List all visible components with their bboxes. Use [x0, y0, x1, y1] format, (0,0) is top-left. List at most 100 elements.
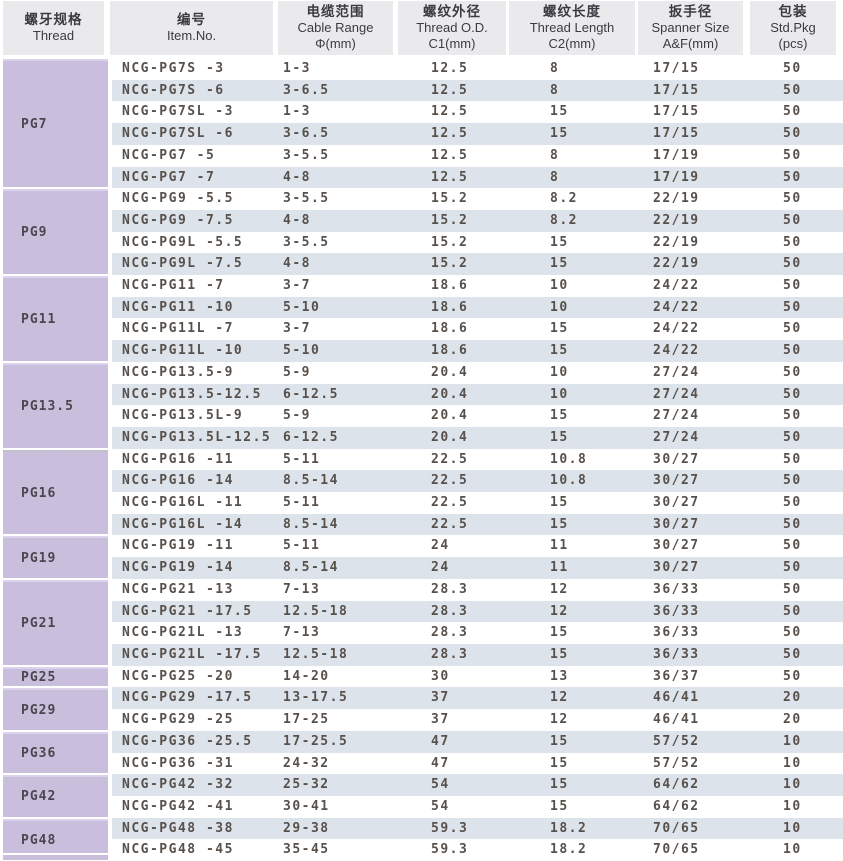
- thread-od-cell: 28.3: [431, 581, 469, 597]
- thread-length-cell: 11: [550, 538, 569, 554]
- thread-group: PG29 NCG-PG29 -17.5 13-17.5 37 12 46/41 20 NCG-…: [0, 687, 843, 731]
- thread-od-cell: 22.5: [431, 516, 469, 532]
- std-pkg-cell: 50: [783, 321, 802, 337]
- cable-range-cell: 13-17.5: [283, 690, 349, 706]
- table-row: NCG-PG11L -7 3-7 18.6 15 24/22 50: [112, 318, 843, 341]
- spanner-size-cell: 30/27: [653, 451, 700, 467]
- thread-label: PG29: [21, 702, 57, 718]
- table-row: NCG-PG29 -17.5 13-17.5 37 12 46/41 20: [112, 687, 843, 710]
- std-pkg-cell: 50: [783, 212, 802, 228]
- thread-group: PG7 NCG-PG7S -3 1-3 12.5 8 17/15 50 NCG-PG7S -6…: [0, 58, 843, 189]
- thread-length-cell: 8: [550, 169, 560, 185]
- item-no-cell: NCG-PG36 -25.5: [122, 733, 253, 749]
- thread-od-cell: 54: [431, 798, 450, 814]
- std-pkg-cell: 50: [783, 126, 802, 142]
- spanner-size-cell: 22/19: [653, 234, 700, 250]
- cable-range-cell: 5-11: [283, 451, 321, 467]
- thread-od-cell: 22.5: [431, 473, 469, 489]
- thread-od-cell: 18.6: [431, 343, 469, 359]
- item-no-cell: NCG-PG11 -7: [122, 278, 225, 294]
- item-no-cell: NCG-PG16L -14: [122, 516, 244, 532]
- cable-range-cell: 24-32: [283, 755, 330, 771]
- std-pkg-cell: 50: [783, 147, 802, 163]
- thread-length-cell: 10: [550, 278, 569, 294]
- cable-range-cell: 3-6.5: [283, 82, 330, 98]
- spanner-size-cell: 27/24: [653, 408, 700, 424]
- thread-od-cell: 22.5: [431, 495, 469, 511]
- std-pkg-cell: 50: [783, 408, 802, 424]
- thread-od-cell: 28.3: [431, 646, 469, 662]
- table-row: NCG-PG36 -31 24-32 47 15 57/52 10: [112, 752, 843, 775]
- spanner-size-cell: 22/19: [653, 256, 700, 272]
- item-no-cell: NCG-PG19 -11: [122, 538, 234, 554]
- spanner-size-cell: 27/24: [653, 386, 700, 402]
- item-no-cell: NCG-PG21 -17.5: [122, 603, 253, 619]
- cable-range-cell: 8.5-14: [283, 560, 339, 576]
- std-pkg-cell: 50: [783, 104, 802, 120]
- thread-od-cell: 15.2: [431, 256, 469, 272]
- std-pkg-cell: 50: [783, 256, 802, 272]
- std-pkg-cell: 10: [783, 842, 802, 858]
- std-pkg-cell: 50: [783, 169, 802, 185]
- table-row: NCG-PG7 -5 3-5.5 12.5 8 17/19 50: [112, 144, 843, 167]
- thread-length-cell: 13: [550, 668, 569, 684]
- thread-od-cell: 12.5: [431, 104, 469, 120]
- table-row: NCG-PG48 -38 29-38 59.3 18.2 70/65 10: [112, 817, 843, 840]
- table-row: NCG-PG42 -41 30-41 54 15 64/62 10: [112, 795, 843, 818]
- cable-range-cell: 12.5-18: [283, 603, 349, 619]
- spanner-size-cell: 30/27: [653, 516, 700, 532]
- thread-od-cell: 12.5: [431, 169, 469, 185]
- thread-length-cell: 8.2: [550, 191, 578, 207]
- thread-label: PG7: [21, 116, 48, 132]
- column-header-en: Item.No.: [166, 28, 217, 43]
- item-no-cell: NCG-PG48 -38: [122, 820, 234, 836]
- column-header-en: Std.Pkg: [770, 20, 816, 35]
- cable-range-cell: 3-5.5: [283, 147, 330, 163]
- thread-label: PG11: [21, 311, 57, 327]
- item-no-cell: NCG-PG7 -5: [122, 147, 216, 163]
- thread-od-cell: 15.2: [431, 191, 469, 207]
- item-no-cell: NCG-PG9L -5.5: [122, 234, 244, 250]
- thread-length-cell: 18.2: [550, 820, 588, 836]
- thread-group: PG13.5 NCG-PG13.5-9 5-9 20.4 10 27/24 50 NCG-PG…: [0, 361, 843, 449]
- spanner-size-cell: 17/15: [653, 61, 700, 76]
- spanner-size-cell: 22/19: [653, 212, 700, 228]
- thread-od-cell: 24: [431, 538, 450, 554]
- table-row: NCG-PG48 -45 35-45 59.3 18.2 70/65 10: [112, 839, 843, 861]
- std-pkg-cell: 50: [783, 581, 802, 597]
- thread-od-cell: 37: [431, 712, 450, 728]
- item-no-cell: NCG-PG21L -13: [122, 625, 244, 641]
- thread-group-cell: PG29: [3, 688, 108, 730]
- cable-range-cell: 6-12.5: [283, 429, 339, 445]
- thread-length-cell: 12: [550, 712, 569, 728]
- thread-length-cell: 15: [550, 408, 569, 424]
- item-no-cell: NCG-PG42 -41: [122, 798, 234, 814]
- thread-od-cell: 12.5: [431, 126, 469, 142]
- column-header-zh: 扳手径: [668, 4, 713, 19]
- item-no-cell: NCG-PG42 -32: [122, 777, 234, 793]
- table-row: NCG-PG7 -7 4-8 12.5 8 17/19 50: [112, 166, 843, 189]
- thread-label: PG42: [21, 789, 57, 805]
- table-row: NCG-PG13.5-9 5-9 20.4 10 27/24 50: [112, 361, 843, 384]
- spanner-size-cell: 30/27: [653, 538, 700, 554]
- table-row: NCG-PG19 -14 8.5-14 24 11 30/27 50: [112, 557, 843, 579]
- std-pkg-cell: 10: [783, 733, 802, 749]
- std-pkg-cell: 50: [783, 603, 802, 619]
- item-no-cell: NCG-PG21L -17.5: [122, 646, 262, 662]
- thread-group: PG11 NCG-PG11 -7 3-7 18.6 10 24/22 50 NCG-PG11 …: [0, 275, 843, 362]
- table-row: NCG-PG29 -25 17-25 37 12 46/41 20: [112, 709, 843, 731]
- spanner-size-cell: 17/15: [653, 82, 700, 98]
- cable-range-cell: 5-9: [283, 364, 311, 380]
- cable-range-cell: 29-38: [283, 820, 330, 836]
- spanner-size-cell: 57/52: [653, 733, 700, 749]
- thread-length-cell: 15: [550, 104, 569, 120]
- table-row: NCG-PG9L -5.5 3-5.5 15.2 15 22/19 50: [112, 231, 843, 254]
- item-no-cell: NCG-PG13.5-12.5: [122, 386, 262, 402]
- thread-length-cell: 15: [550, 429, 569, 445]
- thread-od-cell: 18.6: [431, 321, 469, 337]
- spanner-size-cell: 36/37: [653, 668, 700, 684]
- cable-range-cell: 3-7: [283, 278, 311, 294]
- item-no-cell: NCG-PG36 -31: [122, 755, 234, 771]
- thread-group-cell: PG21: [3, 579, 108, 665]
- column-header-en: Thread O.D.: [416, 20, 488, 35]
